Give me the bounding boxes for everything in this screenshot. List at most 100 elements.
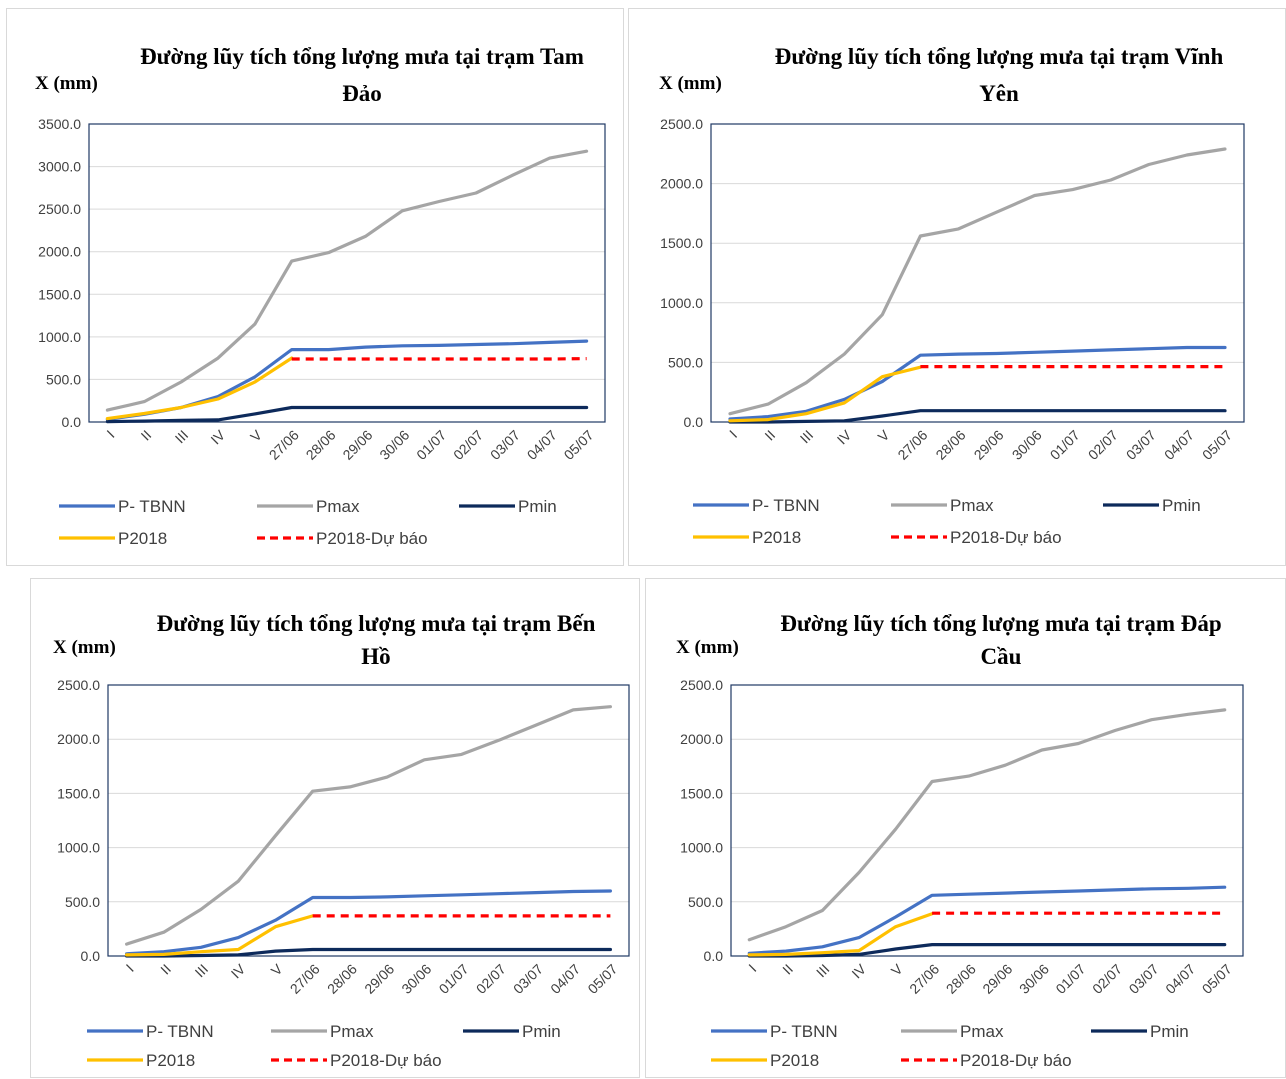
x-tick-label: 28/06 — [943, 961, 979, 997]
y-tick-label: 500.0 — [46, 371, 81, 387]
y-axis-label: X (mm) — [35, 73, 98, 94]
y-tick-label: 500.0 — [65, 894, 100, 910]
legend-label: Pmin — [522, 1022, 561, 1041]
x-tick-label: 02/07 — [1085, 427, 1121, 463]
x-tick-label: IV — [834, 426, 855, 447]
y-tick-label: 0.0 — [62, 414, 82, 430]
chart-panel-ben-ho: Đường lũy tích tổng lượng mưa tại trạm B… — [30, 578, 640, 1078]
x-tick-label: 03/07 — [1123, 427, 1159, 463]
x-tick-label: IV — [848, 960, 869, 981]
chart-title-line: Hồ — [361, 644, 390, 669]
chart-svg-tam-dao: Đường lũy tích tổng lượng mưa tại trạm T… — [7, 9, 625, 567]
chart-title-line: Đảo — [342, 81, 382, 106]
x-tick-label: III — [172, 427, 192, 447]
y-tick-label: 3500.0 — [38, 116, 81, 132]
x-tick-label: I — [123, 961, 137, 975]
x-tick-label: 29/06 — [361, 961, 397, 997]
chart-title-line: Yên — [979, 81, 1019, 106]
legend-label: Pmax — [330, 1022, 374, 1041]
y-tick-label: 1500.0 — [680, 785, 723, 801]
chart-title-line: Đường lũy tích tổng lượng mưa tại trạm T… — [140, 44, 584, 69]
x-tick-label: V — [875, 426, 893, 444]
legend-label: Pmin — [1150, 1022, 1189, 1041]
y-tick-label: 1000.0 — [680, 840, 723, 856]
x-tick-label: 27/06 — [906, 961, 942, 997]
x-tick-label: III — [813, 961, 833, 981]
x-tick-label: 02/07 — [1089, 961, 1125, 997]
y-tick-label: 1000.0 — [660, 295, 703, 311]
x-tick-label: 30/06 — [376, 427, 412, 463]
legend-label: P2018-Dự báo — [960, 1051, 1072, 1070]
y-tick-label: 1000.0 — [57, 840, 100, 856]
legend-label: P- TBNN — [770, 1022, 838, 1041]
series-line-pmin — [107, 408, 586, 422]
x-tick-label: 03/07 — [487, 427, 523, 463]
y-axis-label: X (mm) — [659, 73, 722, 94]
chart-title-line: Đường lũy tích tổng lượng mưa tại trạm V… — [775, 44, 1224, 69]
y-tick-label: 1500.0 — [57, 785, 100, 801]
x-tick-label: 02/07 — [450, 427, 486, 463]
y-tick-label: 1000.0 — [38, 329, 81, 345]
chart-svg-vinh-yen: Đường lũy tích tổng lượng mưa tại trạm V… — [629, 9, 1286, 567]
x-tick-label: I — [726, 427, 740, 441]
series-line-pmax — [749, 710, 1224, 940]
x-tick-label: V — [247, 426, 265, 444]
y-tick-label: 2000.0 — [680, 731, 723, 747]
x-tick-label: 04/07 — [1162, 961, 1198, 997]
x-tick-label: 05/07 — [1199, 427, 1235, 463]
y-tick-label: 2500.0 — [660, 116, 703, 132]
x-tick-label: 01/07 — [1052, 961, 1088, 997]
y-tick-label: 0.0 — [684, 414, 704, 430]
y-axis-label: X (mm) — [676, 637, 739, 658]
y-tick-label: 2000.0 — [660, 176, 703, 192]
legend-label: P2018-Dự báo — [950, 528, 1062, 547]
chart-panel-tam-dao: Đường lũy tích tổng lượng mưa tại trạm T… — [6, 8, 624, 566]
chart-svg-dap-cau: Đường lũy tích tổng lượng mưa tại trạm Đ… — [646, 579, 1286, 1079]
x-tick-label: 28/06 — [932, 427, 968, 463]
x-tick-label: 04/07 — [547, 961, 583, 997]
x-tick-label: 30/06 — [1009, 427, 1045, 463]
x-tick-label: II — [779, 961, 796, 978]
legend-label: P2018 — [770, 1051, 819, 1070]
x-tick-label: 29/06 — [971, 427, 1007, 463]
y-tick-label: 500.0 — [688, 894, 723, 910]
chart-svg-ben-ho: Đường lũy tích tổng lượng mưa tại trạm B… — [31, 579, 641, 1079]
x-tick-label: 30/06 — [1016, 961, 1052, 997]
chart-title-line: Đường lũy tích tổng lượng mưa tại trạm Đ… — [780, 611, 1221, 636]
x-tick-label: 27/06 — [287, 961, 323, 997]
x-tick-label: I — [745, 961, 759, 975]
y-tick-label: 2500.0 — [38, 201, 81, 217]
x-tick-label: 28/06 — [324, 961, 360, 997]
y-tick-label: 0.0 — [704, 948, 724, 964]
chart-panel-vinh-yen: Đường lũy tích tổng lượng mưa tại trạm V… — [628, 8, 1286, 566]
y-tick-label: 2500.0 — [680, 677, 723, 693]
legend-label: Pmax — [960, 1022, 1004, 1041]
legend-label: P- TBNN — [118, 497, 186, 516]
plot-area-border — [711, 124, 1244, 422]
y-tick-label: 2500.0 — [57, 677, 100, 693]
legend-label: P2018-Dự báo — [316, 529, 428, 548]
x-tick-label: III — [797, 427, 817, 447]
series-line-p2018 — [107, 358, 291, 419]
x-tick-label: V — [268, 960, 286, 978]
x-tick-label: 05/07 — [1199, 961, 1235, 997]
chart-title-line: Đường lũy tích tổng lượng mưa tại trạm B… — [157, 611, 596, 636]
x-tick-label: 01/07 — [436, 961, 472, 997]
x-tick-label: 02/07 — [473, 961, 509, 997]
x-tick-label: 01/07 — [1047, 427, 1083, 463]
x-tick-label: 01/07 — [413, 427, 449, 463]
chart-panel-dap-cau: Đường lũy tích tổng lượng mưa tại trạm Đ… — [645, 578, 1286, 1078]
y-tick-label: 1500.0 — [38, 286, 81, 302]
x-tick-label: 05/07 — [584, 961, 620, 997]
legend-label: P- TBNN — [146, 1022, 214, 1041]
x-tick-label: II — [138, 427, 155, 444]
x-tick-label: 28/06 — [303, 427, 339, 463]
chart-title-line: Cầu — [981, 644, 1022, 669]
x-tick-label: 29/06 — [979, 961, 1015, 997]
series-line-p2018 — [730, 367, 920, 421]
x-tick-label: 29/06 — [339, 427, 375, 463]
legend-label: Pmax — [316, 497, 360, 516]
series-line-pmax — [107, 151, 586, 410]
legend-label: Pmin — [518, 497, 557, 516]
series-line-pmax — [127, 707, 611, 944]
